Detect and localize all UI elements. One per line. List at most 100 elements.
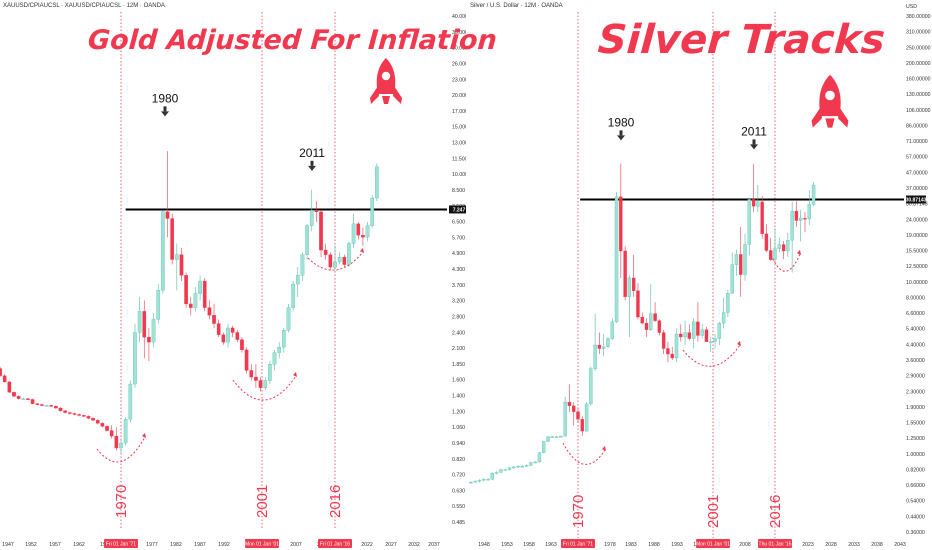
year-axis-tick: 1963 (545, 542, 557, 548)
price-axis-tick: 11.500 (452, 156, 466, 162)
candle-body (794, 211, 799, 221)
candle-body (661, 332, 666, 349)
price-axis-tick: 0.940 (452, 441, 465, 447)
candle-body (277, 347, 281, 353)
candle-body (482, 479, 486, 481)
price-axis-tick: 1.850 (452, 362, 465, 368)
cup-pattern-arrowhead (293, 372, 297, 377)
price-axis-tick: 250.00000 (906, 45, 931, 51)
candle-body (235, 332, 240, 340)
price-axis-tick: 2.30000 (906, 389, 925, 395)
candle-body (77, 414, 81, 416)
price-axis-tick: 0.820 (452, 457, 465, 463)
candle-body (619, 196, 623, 252)
candle-body (623, 250, 627, 297)
year-axis-tick: 1947 (2, 542, 14, 548)
price-axis-tick: 1.90000 (906, 405, 925, 411)
candle-body (546, 436, 550, 442)
price-axis-tick: 200.00000 (906, 61, 931, 67)
silver-chart-svg: 380.00000 310.00000 250.00000 200.00000 160.… (469, 4, 931, 548)
candle-body (726, 293, 730, 313)
date-tag-label: Fri 01 Jan '71 (106, 542, 136, 548)
candle-body (100, 423, 105, 427)
cup-pattern-curve (770, 253, 801, 272)
price-axis-tick: 1.200 (452, 409, 465, 415)
candle-body (91, 418, 95, 421)
candle-body (258, 380, 263, 388)
candle-body (81, 415, 86, 417)
cup-pattern-arrowhead (797, 250, 801, 255)
candle-body (786, 240, 790, 252)
cup-pattern-curve (232, 375, 297, 401)
price-axis-tick: 5.700 (452, 235, 465, 241)
candle-body (133, 332, 137, 385)
candle-body (26, 398, 30, 400)
candle-body (240, 339, 244, 351)
candle-body (477, 480, 482, 482)
price-axis-tick: 0.720 (452, 473, 465, 479)
candle-body (670, 353, 674, 359)
candle-body (636, 290, 640, 318)
price-axis-tick: 4.300 (452, 267, 465, 273)
price-axis-tick: 3.700 (452, 283, 465, 289)
candle-body (524, 465, 529, 467)
candle-body (165, 211, 170, 219)
candle-body (305, 225, 309, 255)
candle-body (30, 399, 35, 404)
candle-body (16, 396, 21, 399)
price-axis-tick: 4.900 (452, 251, 465, 257)
gold-symbol-line: XAUUSD/CPIAUCSL · XAUUSD/CPIAUCSL · 12M … (3, 3, 165, 9)
peak-year-label: 2011 (299, 146, 325, 160)
year-axis-tick: 1952 (25, 542, 37, 548)
candle-body (576, 411, 580, 420)
candle-body (202, 280, 207, 308)
year-axis-tick: 2038 (871, 542, 883, 548)
candle-body (365, 225, 370, 238)
date-tag (696, 539, 730, 548)
price-axis-tick: 1.060 (452, 425, 465, 431)
price-axis-tick: 17.000 (452, 109, 466, 115)
candle-body (520, 465, 525, 468)
candle-body (300, 254, 305, 276)
year-axis-tick: 1978 (604, 542, 616, 548)
candle-body (469, 482, 473, 484)
candle-body (739, 254, 743, 275)
vertical-year-label: 1970 (570, 495, 587, 528)
candle-body (212, 315, 216, 324)
cup-pattern-curve (307, 251, 364, 271)
year-axis-tick: 2043 (894, 542, 906, 548)
level-price-label: 7.247 (453, 207, 466, 213)
candle-body (473, 481, 477, 483)
price-axis-tick: 0.630 (452, 488, 465, 494)
price-axis-tick: 23.000 (452, 77, 466, 83)
price-axis-tick: 2.90000 (906, 374, 925, 380)
candle-body (743, 244, 747, 275)
candle-body (309, 210, 314, 226)
candle-body (361, 235, 365, 238)
candle-body (563, 401, 567, 437)
year-axis-tick: 1962 (73, 542, 85, 548)
price-axis-tick: 2.400 (452, 330, 465, 336)
level-price-tag (906, 195, 926, 204)
candle-body (286, 307, 291, 331)
cup-pattern-arrowhead (360, 248, 364, 253)
level-price-label: 30.87143 (906, 198, 927, 204)
vertical-year-label: 1970 (113, 485, 130, 518)
candle-body (747, 199, 751, 245)
candle-body (216, 323, 221, 335)
candle-body (713, 338, 717, 342)
candle-body (86, 416, 91, 419)
candle-body (610, 321, 614, 339)
candle-body (54, 406, 58, 409)
candle-body (7, 381, 12, 393)
year-axis-tick: 1983 (625, 542, 637, 548)
candle-body (773, 248, 777, 260)
date-tag-label: Fri 01 Jan '71 (563, 542, 593, 548)
candle-body (319, 211, 323, 251)
price-axis-tick: 1.00000 (906, 452, 925, 458)
candle-body (342, 256, 347, 265)
price-axis-tick: 310.00000 (906, 30, 931, 36)
candle-body (644, 322, 649, 330)
rocket-exhaust (825, 118, 835, 128)
candle-body (21, 398, 26, 400)
